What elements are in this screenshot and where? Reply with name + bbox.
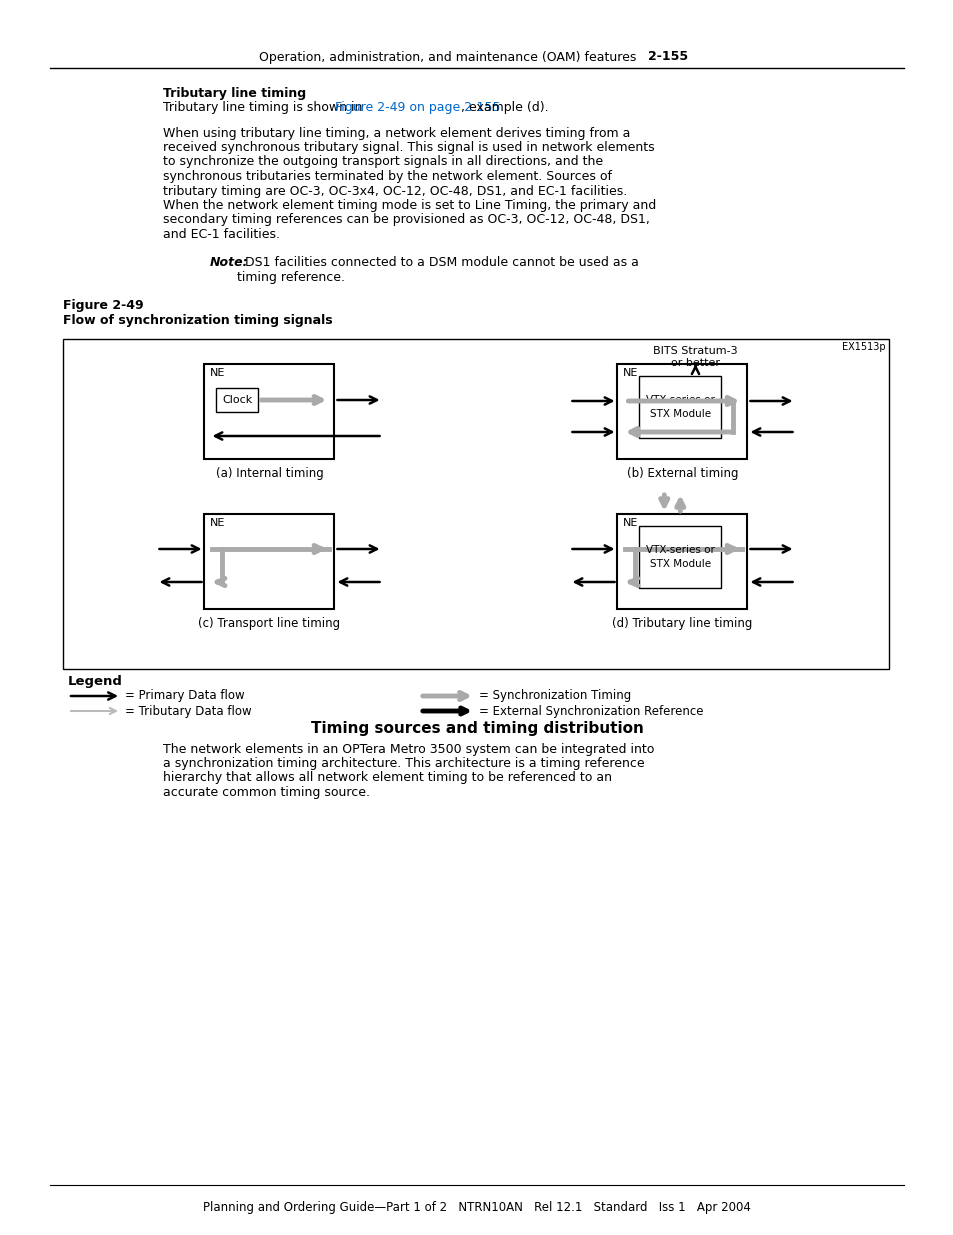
Text: , example (d).: , example (d). [460,101,548,115]
Text: Note:: Note: [210,257,249,269]
Text: (a) Internal timing: (a) Internal timing [215,467,323,479]
Bar [204,514,335,609]
Bar [204,364,335,459]
Bar [617,364,747,459]
Text: timing reference.: timing reference. [237,270,345,284]
Text: tributary timing are OC-3, OC-3x4, OC-12, OC-48, DS1, and EC-1 facilities.: tributary timing are OC-3, OC-3x4, OC-12… [163,184,626,198]
Text: Figure 2-49 on page 2-155: Figure 2-49 on page 2-155 [335,101,499,115]
Text: Clock: Clock [222,395,253,405]
Text: The network elements in an OPTera Metro 3500 system can be integrated into: The network elements in an OPTera Metro … [163,742,654,756]
Text: and EC-1 facilities.: and EC-1 facilities. [163,228,280,241]
Text: Tributary line timing is shown in: Tributary line timing is shown in [163,101,366,115]
Text: EX1513p: EX1513p [841,342,885,352]
Bar [617,514,747,609]
Text: VTX-series or: VTX-series or [645,545,714,555]
Text: a synchronization timing architecture. This architecture is a timing reference: a synchronization timing architecture. T… [163,757,644,769]
Text: DS1 facilities connected to a DSM module cannot be used as a: DS1 facilities connected to a DSM module… [237,257,639,269]
Text: Timing sources and timing distribution: Timing sources and timing distribution [311,721,642,736]
Text: hierarchy that allows all network element timing to be referenced to an: hierarchy that allows all network elemen… [163,772,612,784]
Bar [639,375,720,438]
Text: Flow of synchronization timing signals: Flow of synchronization timing signals [63,314,333,327]
Text: to synchronize the outgoing transport signals in all directions, and the: to synchronize the outgoing transport si… [163,156,602,168]
Text: = Synchronization Timing: = Synchronization Timing [478,689,631,703]
Bar [216,388,258,412]
Text: secondary timing references can be provisioned as OC-3, OC-12, OC-48, DS1,: secondary timing references can be provi… [163,214,649,226]
Text: NE: NE [622,517,638,529]
Text: STX Module: STX Module [649,409,710,419]
Text: NE: NE [622,368,638,378]
Text: When using tributary line timing, a network element derives timing from a: When using tributary line timing, a netw… [163,126,630,140]
Text: (c) Transport line timing: (c) Transport line timing [198,616,340,630]
Bar [63,338,888,669]
Text: NE: NE [210,368,225,378]
Text: (b) External timing: (b) External timing [626,467,738,479]
Text: VTX-series or: VTX-series or [645,395,714,405]
Text: 2-155: 2-155 [647,51,687,63]
Text: Tributary line timing: Tributary line timing [163,86,306,100]
Text: accurate common timing source.: accurate common timing source. [163,785,370,799]
Text: Operation, administration, and maintenance (OAM) features: Operation, administration, and maintenan… [258,51,647,63]
Text: Figure 2-49: Figure 2-49 [63,300,144,312]
Text: NE: NE [210,517,225,529]
Text: When the network element timing mode is set to Line Timing, the primary and: When the network element timing mode is … [163,199,656,212]
Text: Legend: Legend [68,674,123,688]
Bar [639,526,720,588]
Text: = Primary Data flow: = Primary Data flow [125,689,244,703]
Text: synchronous tributaries terminated by the network element. Sources of: synchronous tributaries terminated by th… [163,170,612,183]
Text: = Tributary Data flow: = Tributary Data flow [125,704,252,718]
Text: (d) Tributary line timing: (d) Tributary line timing [612,616,752,630]
Text: Planning and Ordering Guide—Part 1 of 2   NTRN10AN   Rel 12.1   Standard   Iss 1: Planning and Ordering Guide—Part 1 of 2 … [203,1200,750,1214]
Text: STX Module: STX Module [649,559,710,569]
Text: = External Synchronization Reference: = External Synchronization Reference [478,704,702,718]
Text: received synchronous tributary signal. This signal is used in network elements: received synchronous tributary signal. T… [163,141,654,154]
Text: BITS Stratum-3
or better: BITS Stratum-3 or better [653,346,737,368]
